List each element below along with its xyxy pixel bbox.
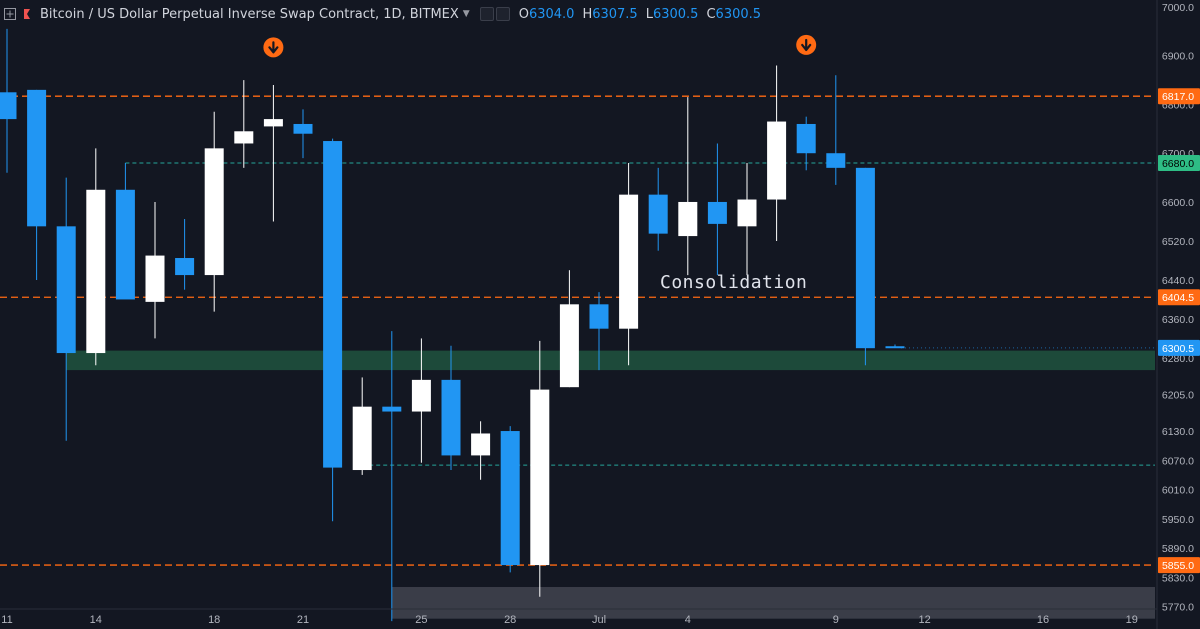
price-tick-label: 6205.0 (1162, 389, 1194, 401)
level-price-label: 6680.0 (1162, 158, 1194, 170)
candle-body-up (559, 304, 579, 388)
open-key: O (518, 6, 529, 22)
time-tick-label: 12 (918, 614, 930, 626)
down-arrow-glyph (268, 41, 279, 54)
candle-body-down (27, 89, 47, 227)
close-value: 6300.5 (715, 6, 762, 22)
expand-icon[interactable] (4, 8, 16, 20)
candle-body-down (500, 431, 520, 566)
level-price-tag (1158, 154, 1200, 171)
bitmex-logo-icon (24, 9, 30, 19)
price-tick-label: 5950.0 (1162, 514, 1194, 526)
candle-body-down (115, 189, 135, 300)
down-arrow-glyph (801, 38, 812, 52)
chevron-down-icon[interactable]: ▼ (462, 9, 470, 19)
time-tick-label: 9 (833, 614, 839, 626)
price-tick-label: 6130.0 (1162, 426, 1194, 438)
price-tick-label: 6600.0 (1162, 197, 1194, 209)
candle-body-down (56, 226, 76, 354)
eye-icon[interactable] (479, 7, 494, 21)
time-tick-label: 18 (208, 614, 220, 626)
candle-body-down (826, 153, 846, 168)
price-axis-bg (1157, 0, 1200, 629)
price-tick-label: 6070.0 (1162, 455, 1194, 467)
candle-body-up (678, 201, 698, 237)
candle-body-down (796, 123, 816, 154)
high-key: H (582, 6, 593, 22)
level-price-tag (1158, 339, 1200, 356)
candle-body-down (885, 346, 905, 349)
price-tick-label: 7000.0 (1162, 2, 1194, 14)
symbol-title[interactable]: Bitcoin / US Dollar Perpetual Inverse Sw… (40, 6, 459, 22)
level-price-label: 6817.0 (1162, 91, 1194, 103)
price-tick-label: 5890.0 (1162, 543, 1194, 555)
levels-layer (0, 95, 1155, 566)
candle-body-down (648, 194, 668, 234)
price-tick-label: 5718.0 (1162, 627, 1194, 629)
candles-layer (0, 28, 905, 622)
high-value: 6307.5 (592, 6, 638, 22)
arrows-layer (263, 34, 817, 58)
time-tick-label: 28 (504, 614, 516, 626)
candle-body-down (175, 258, 195, 276)
candle-body-down (441, 379, 461, 456)
low-value: 6300.5 (652, 6, 699, 22)
zone-rect (66, 350, 1156, 371)
candle-body-up (86, 189, 106, 354)
time-tick-label: 4 (685, 614, 691, 626)
time-tick-label: 21 (297, 614, 309, 626)
price-tick-label: 6900.0 (1162, 51, 1194, 63)
level-price-tag (1158, 88, 1200, 105)
level-price-tag (1158, 557, 1200, 574)
time-tick-label: 11 (1, 614, 12, 626)
candle-body-down (0, 92, 17, 120)
level-price-tag (1158, 289, 1200, 306)
time-tick-label: 16 (1037, 614, 1049, 626)
candle-body-down (323, 141, 343, 468)
consolidation-annotation: Consolidation (660, 272, 808, 293)
settings-icon[interactable] (495, 7, 510, 21)
candle-body-down (382, 406, 402, 412)
price-tick-label: 6360.0 (1162, 314, 1194, 326)
level-price-label: 5855.0 (1162, 560, 1194, 572)
zone-rect (391, 587, 1155, 619)
level-price-label: 6404.5 (1162, 292, 1194, 304)
candle-body-up (737, 199, 757, 227)
time-tick-label: Jul (592, 614, 606, 626)
candle-body-up (530, 389, 550, 566)
candle-body-up (234, 131, 254, 144)
candle-body-down (293, 123, 313, 134)
level-price-label: 6300.5 (1162, 343, 1194, 355)
candle-body-down (589, 304, 609, 329)
low-key: L (645, 6, 653, 22)
candle-body-up (352, 406, 372, 471)
close-key: C (706, 6, 716, 22)
time-axis[interactable]: 11 14 18 21 25 28 Jul 4 9 12 16 19 (0, 608, 1157, 626)
price-tick-label: 5830.0 (1162, 572, 1194, 584)
candle-body-up (767, 121, 787, 200)
zones-layer (66, 350, 1156, 619)
price-tick-label: 6520.0 (1162, 236, 1194, 248)
time-tick-label: 19 (1126, 614, 1138, 626)
candle-body-up (471, 433, 491, 456)
candle-body-down (855, 167, 875, 349)
open-value: 6304.0 (528, 6, 575, 22)
candle-body-up (619, 194, 639, 329)
price-axis[interactable]: 7000.06900.06800.06700.06600.06520.06440… (1156, 0, 1200, 629)
candle-body-down (707, 201, 727, 224)
candle-body-up (145, 255, 165, 302)
candle-body-up (204, 148, 224, 276)
price-tick-label: 6440.0 (1162, 275, 1194, 287)
candle-body-up (411, 379, 431, 412)
candle-body-up (263, 119, 283, 127)
price-tick-label: 5770.0 (1162, 602, 1194, 614)
time-tick-label: 14 (90, 614, 102, 626)
time-tick-label: 25 (415, 614, 427, 626)
legend-bar: Bitcoin / US Dollar Perpetual Inverse Sw… (0, 4, 761, 24)
level-labels-layer: 6817.0 6404.5 5855.0 6680.0 6300.5 (1158, 88, 1200, 574)
price-tick-label: 6010.0 (1162, 485, 1194, 497)
